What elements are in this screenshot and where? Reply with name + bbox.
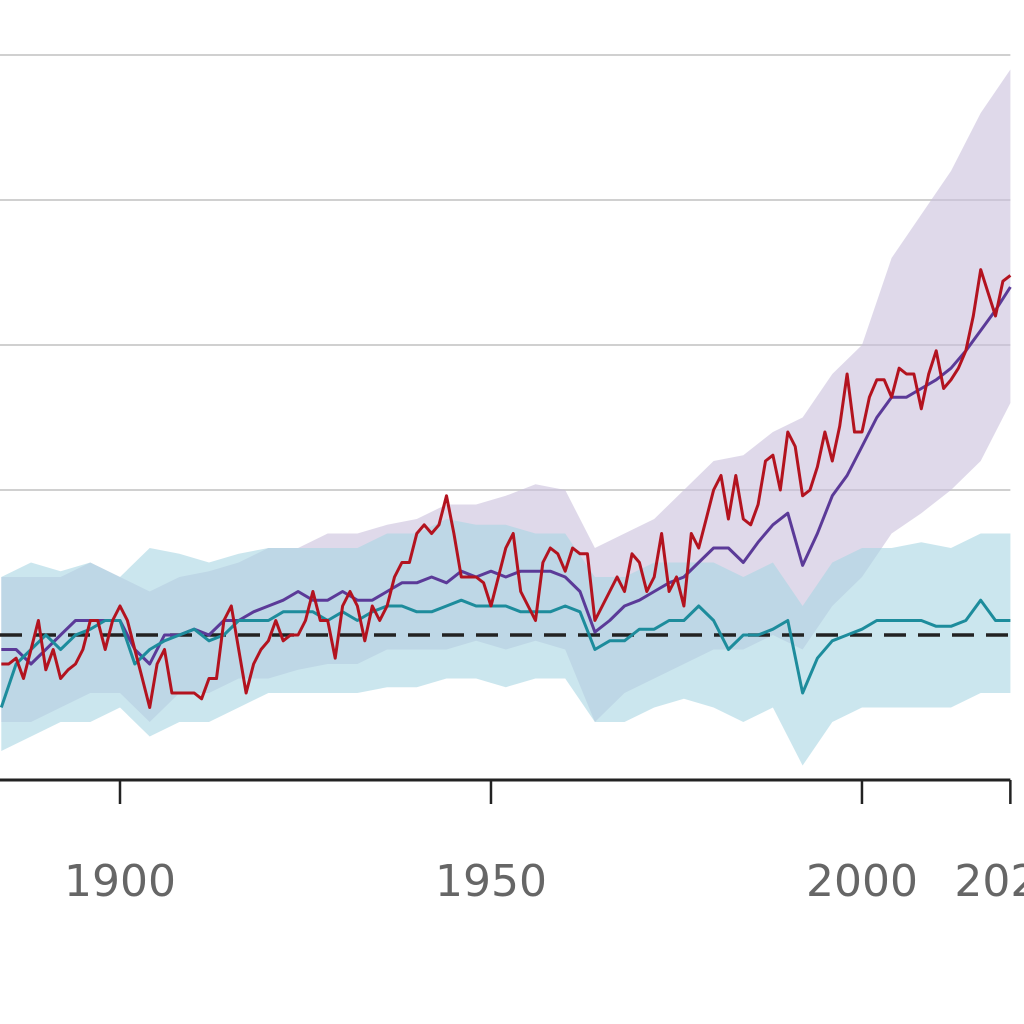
series-line <box>1 286 1012 666</box>
x-tick-label: 2000 <box>806 856 918 907</box>
x-tick-label: 2020 <box>954 856 1024 907</box>
x-tick-label: 1950 <box>435 856 547 907</box>
x-tick-label: 1900 <box>64 856 176 907</box>
uncertainty-band <box>1 519 1011 766</box>
series-line <box>0 598 1011 708</box>
series-line <box>1 268 1012 709</box>
